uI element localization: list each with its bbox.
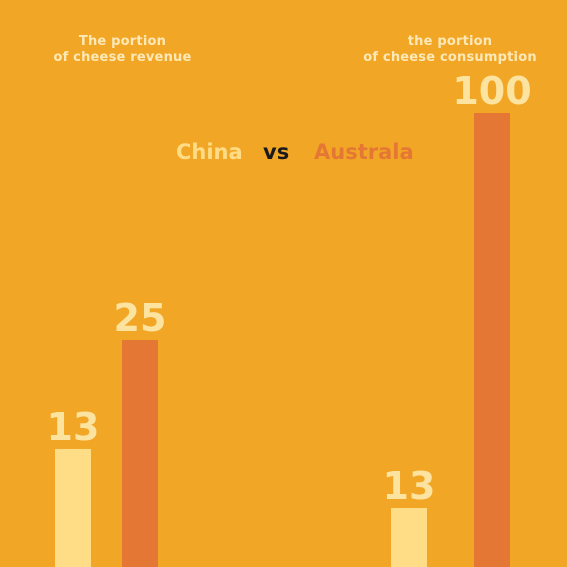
- bar-revenue-china: [55, 448, 91, 567]
- legend-china: China: [176, 140, 243, 164]
- legend-vs: vs: [263, 140, 290, 164]
- bar-value-label: 13: [47, 405, 100, 449]
- comparison-legend: China vs Australa: [0, 140, 567, 170]
- bar-revenue-australa: [122, 340, 158, 567]
- bar-value-label: 13: [383, 464, 436, 508]
- group-title-consumption: the portion of cheese consumption: [350, 34, 550, 66]
- group-title-revenue: The portion of cheese revenue: [35, 34, 210, 66]
- group-title-line: the portion: [407, 34, 493, 49]
- group-title-line: of cheese consumption: [363, 50, 537, 65]
- group-title-line: of cheese revenue: [53, 50, 192, 65]
- group-title-line: The portion: [78, 34, 167, 49]
- bar-consumption-china: [391, 507, 427, 567]
- bar-consumption-australa: [474, 113, 510, 567]
- bar-value-label: 25: [114, 296, 167, 340]
- legend-australia: Australa: [314, 140, 414, 164]
- bar-value-label: 100: [452, 69, 531, 113]
